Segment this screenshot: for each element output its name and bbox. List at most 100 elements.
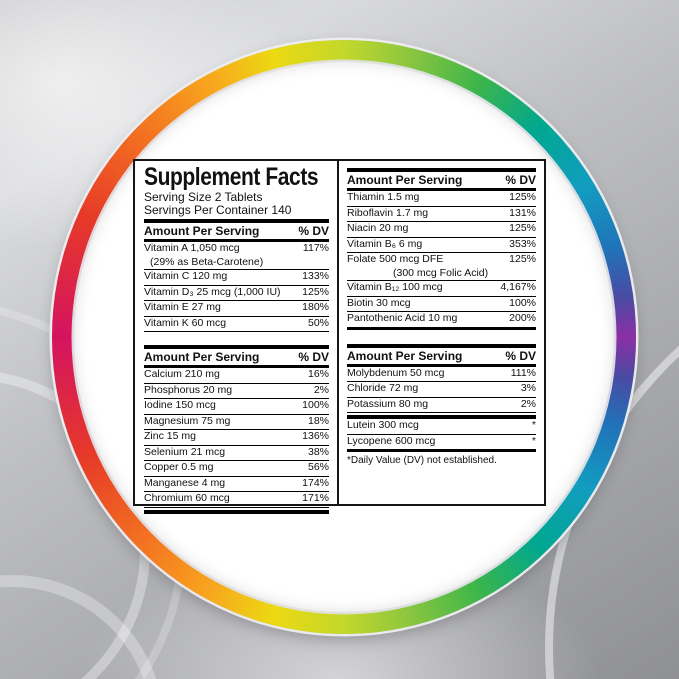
header-percent-dv: % DV xyxy=(505,348,536,363)
nutrient-name: Vitamin E 27 mg xyxy=(144,301,221,313)
nutrient-dv: * xyxy=(531,419,536,431)
nutrient-dv: 38% xyxy=(307,445,329,458)
thick-rule xyxy=(347,168,536,172)
nutrient-dv: 2% xyxy=(520,397,536,410)
nutrient-name: Vitamin A 1,050 mcg xyxy=(144,242,240,254)
header-amount-per-serving: Amount Per Serving xyxy=(347,348,463,363)
table-header: Amount Per Serving % DV xyxy=(144,349,329,365)
nutrient-dv: * xyxy=(531,434,536,447)
header-percent-dv: % DV xyxy=(505,173,536,187)
nutrient-name: Vitamin K 60 mcg xyxy=(144,316,227,329)
thick-rule xyxy=(144,509,329,514)
nutrient-name: Iodine 150 mcg xyxy=(144,399,216,411)
nutrient-name: Pantothenic Acid 10 mg xyxy=(347,312,458,324)
label-right-column: Amount Per Serving % DV Thiamin 1.5 mg 12… xyxy=(339,161,544,504)
nutrient-name: Selenium 21 mcg xyxy=(144,445,226,458)
header-amount-per-serving: Amount Per Serving xyxy=(144,224,260,238)
table-row: Lutein 300 mcg * xyxy=(347,419,536,435)
table-row: Chloride 72 mg 3% xyxy=(347,382,536,398)
nutrient-name: Phosphorus 20 mg xyxy=(144,383,233,396)
nutrient-name: Magnesium 75 mg xyxy=(144,414,231,427)
nutrient-dv: 125% xyxy=(509,191,536,203)
spacer xyxy=(347,330,536,342)
nutrient-name: Vitamin B₁₂ 100 mcg xyxy=(347,281,443,293)
trace-minerals-table: Molybdenum 50 mcg 111% Chloride 72 mg 3% Pot… xyxy=(347,366,536,413)
end-rule xyxy=(347,327,536,330)
panel-title: Supplement Facts xyxy=(144,163,319,191)
header-percent-dv: % DV xyxy=(298,224,329,238)
table-row: Vitamin B₆ 6 mg 353% xyxy=(347,237,536,253)
nutrient-name: Vitamin D₃ 25 mcg (1,000 IU) xyxy=(144,285,281,298)
nutrient-dv: 111% xyxy=(510,366,536,379)
end-rule xyxy=(347,450,536,452)
medium-rule xyxy=(144,365,329,368)
nutrient-name: Lycopene 600 mcg xyxy=(347,434,436,447)
nutrient-dv: 100% xyxy=(509,296,536,309)
table-row: Selenium 21 mcg 38% xyxy=(144,445,329,461)
nutrient-dv: 133% xyxy=(302,270,329,282)
table-row: Iodine 150 mcg 100% xyxy=(144,399,329,415)
nutrient-dv: 3% xyxy=(520,382,536,394)
nutrient-name: Manganese 4 mg xyxy=(144,476,226,489)
table-row: Vitamin E 27 mg 180% xyxy=(144,301,329,317)
table-header: Amount Per Serving % DV xyxy=(347,348,536,364)
decorative-arc-bottom-left xyxy=(0,575,164,679)
nutrient-name: Niacin 20 mg xyxy=(347,222,409,234)
nutrient-dv: 125% xyxy=(509,253,536,265)
dv-footnote: *Daily Value (DV) not established. xyxy=(347,455,497,466)
nutrient-dv: 180% xyxy=(302,301,329,313)
nutrient-dv: 171% xyxy=(302,492,329,504)
table-row: Manganese 4 mg 174% xyxy=(144,476,329,492)
thick-rule xyxy=(347,343,536,348)
table-row: Potassium 80 mg 2% xyxy=(347,397,536,413)
thick-rule xyxy=(144,219,329,223)
nutrient-dv: 100% xyxy=(302,399,329,411)
nutrient-dv: 4,167% xyxy=(500,281,536,293)
table-row: Phosphorus 20 mg 2% xyxy=(144,383,329,399)
nutrient-dv: 125% xyxy=(302,285,329,298)
nutrient-name: Biotin 30 mcg xyxy=(347,296,411,309)
table-row: Riboflavin 1.7 mg 131% xyxy=(347,207,536,222)
nutrient-dv: 2% xyxy=(313,383,329,396)
medium-rule xyxy=(347,188,536,191)
table-row: Copper 0.5 mg 56% xyxy=(144,461,329,477)
servings-per-container: Servings Per Container 140 xyxy=(144,203,292,217)
table-row: Chromium 60 mcg 171% xyxy=(144,492,329,508)
table-row: Magnesium 75 mg 18% xyxy=(144,414,329,430)
nutrient-name: Thiamin 1.5 mg xyxy=(347,191,420,203)
nutrient-dv: 174% xyxy=(302,476,329,489)
nutrient-dv: 16% xyxy=(307,368,329,380)
table-row: Molybdenum 50 mcg 111% xyxy=(347,366,536,382)
spacer xyxy=(144,332,329,343)
table-row: Vitamin D₃ 25 mcg (1,000 IU) 125% xyxy=(144,285,329,301)
table-row: Vitamin B₁₂ 100 mcg 4,167% xyxy=(347,281,536,297)
table-row: Vitamin A 1,050 mcg 117% (29% as Beta-Caro… xyxy=(144,242,329,270)
table-row: Pantothenic Acid 10 mg 200% xyxy=(347,312,536,328)
header-percent-dv: % DV xyxy=(298,350,329,364)
nutrient-name: Lutein 300 mcg xyxy=(347,419,419,431)
nutrient-name: Folate 500 mcg DFE xyxy=(347,253,444,265)
nutrient-dv: 353% xyxy=(509,237,536,250)
nutrient-dv: 56% xyxy=(307,461,329,473)
table-row: Niacin 20 mg 125% xyxy=(347,222,536,238)
nutrient-name: Copper 0.5 mg xyxy=(144,461,214,473)
nutrient-dv: 136% xyxy=(302,430,329,442)
table-row: Folate 500 mcg DFE 125% (300 mcg Folic Aci… xyxy=(347,253,536,281)
table-row: Vitamin C 120 mg 133% xyxy=(144,270,329,286)
supplement-facts-panel: Supplement Facts Serving Size 2 Tablets … xyxy=(133,159,546,514)
header-amount-per-serving: Amount Per Serving xyxy=(144,350,260,364)
nutrient-name: Vitamin B₆ 6 mg xyxy=(347,237,423,250)
nutrient-name: Calcium 210 mg xyxy=(144,368,220,380)
table-header: Amount Per Serving % DV xyxy=(347,172,536,188)
nutrient-dv: 18% xyxy=(307,414,329,427)
nutrient-name: Vitamin C 120 mg xyxy=(144,270,228,282)
medium-rule xyxy=(144,239,329,242)
table-row: Lycopene 600 mcg * xyxy=(347,434,536,450)
table-row: Calcium 210 mg 16% xyxy=(144,368,329,384)
table-header: Amount Per Serving % DV xyxy=(144,223,329,239)
nutrient-name: Chloride 72 mg xyxy=(347,382,419,394)
nutrient-note: (29% as Beta-Carotene) xyxy=(150,255,264,268)
b-vitamins-table: Thiamin 1.5 mg 125% Riboflavin 1.7 mg 131% N… xyxy=(347,191,536,328)
nutrient-dv: 200% xyxy=(509,312,536,324)
